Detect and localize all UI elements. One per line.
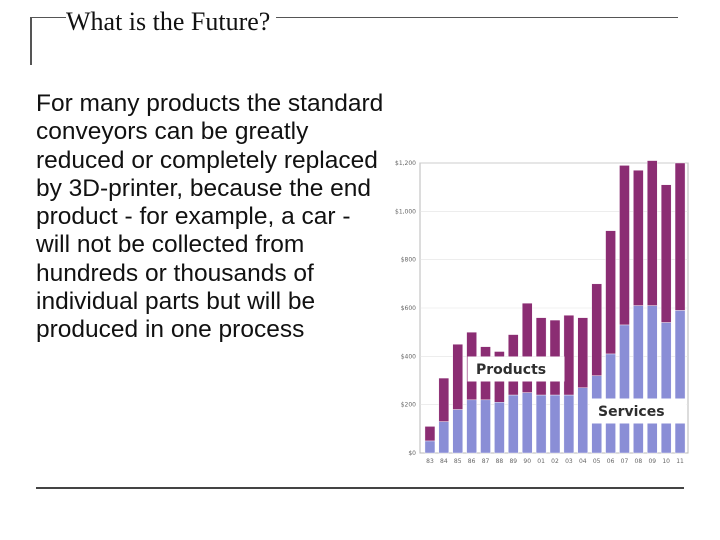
bar-services — [522, 392, 533, 454]
bar-services — [619, 324, 630, 454]
y-tick-label: $1,200 — [395, 160, 416, 167]
y-tick-label: $600 — [401, 305, 416, 312]
x-tick-label: 05 — [593, 458, 601, 465]
x-tick-label: 10 — [662, 458, 670, 465]
x-tick-label: 88 — [496, 458, 504, 465]
bar-products — [674, 162, 686, 311]
x-tick-label: 84 — [440, 458, 448, 465]
x-tick-label: 87 — [482, 458, 490, 465]
bar-services — [424, 440, 436, 454]
bar-services — [674, 310, 686, 454]
y-tick-label: $0 — [408, 450, 416, 457]
x-tick-label: 85 — [454, 458, 462, 465]
bar-services — [494, 402, 505, 454]
x-tick-label: 86 — [468, 458, 476, 465]
bar-products — [577, 317, 588, 388]
title-rule — [30, 17, 678, 18]
slide-title: What is the Future? — [66, 2, 277, 42]
bar-services — [452, 409, 463, 454]
bar-products — [563, 315, 575, 396]
bar-services — [535, 394, 547, 454]
y-tick-label: $200 — [401, 402, 416, 409]
bar-products — [522, 302, 533, 393]
left-accent-rule — [30, 17, 32, 65]
bar-services — [480, 399, 491, 454]
chart-svg: $0 $200 $400 $600 $800 $1,000 $1,200 83 84 85 86 87… — [395, 160, 689, 465]
bar-services — [563, 394, 575, 454]
x-tick-label: 90 — [523, 458, 531, 465]
bar-products — [647, 160, 658, 306]
y-tick-label: $1,000 — [395, 208, 416, 215]
legend-box — [589, 398, 687, 424]
bar-products — [424, 426, 436, 442]
bar-services — [549, 394, 561, 454]
legend-label: Services — [598, 404, 665, 420]
legend-label: Products — [476, 362, 546, 378]
bar-products — [452, 344, 463, 410]
bar-products — [591, 283, 602, 376]
y-tick-label: $400 — [401, 353, 416, 360]
bar-services — [466, 399, 477, 454]
x-tick-label: 09 — [648, 458, 656, 465]
bar-services — [633, 305, 644, 454]
bar-products — [535, 317, 547, 396]
bar-products — [660, 184, 672, 323]
bar-products — [605, 230, 616, 355]
x-tick-label: 11 — [676, 458, 684, 465]
x-tick-label: 83 — [426, 458, 434, 465]
bar-services — [577, 387, 588, 454]
body-text: For many products the standard conveyors… — [36, 90, 384, 344]
bar-products — [438, 377, 450, 422]
y-tick-label: $800 — [401, 257, 416, 264]
x-tick-label: 02 — [551, 458, 559, 465]
x-tick-label: 01 — [537, 458, 545, 465]
legend-box — [467, 356, 565, 382]
x-tick-label: 04 — [579, 458, 587, 465]
bar-services — [660, 322, 672, 454]
x-tick-label: 03 — [565, 458, 573, 465]
bar-services — [508, 394, 519, 454]
bar-services — [647, 305, 658, 454]
bottom-rule — [36, 487, 684, 489]
x-tick-label: 06 — [607, 458, 615, 465]
bar-products — [619, 165, 630, 326]
bar-products — [633, 170, 644, 306]
bar-services — [438, 421, 450, 454]
x-tick-label: 08 — [635, 458, 643, 465]
x-tick-label: 07 — [621, 458, 629, 465]
x-tick-label: 89 — [509, 458, 517, 465]
revenue-chart: $0 $200 $400 $600 $800 $1,000 $1,200 83 84 85 86 87… — [378, 155, 694, 477]
